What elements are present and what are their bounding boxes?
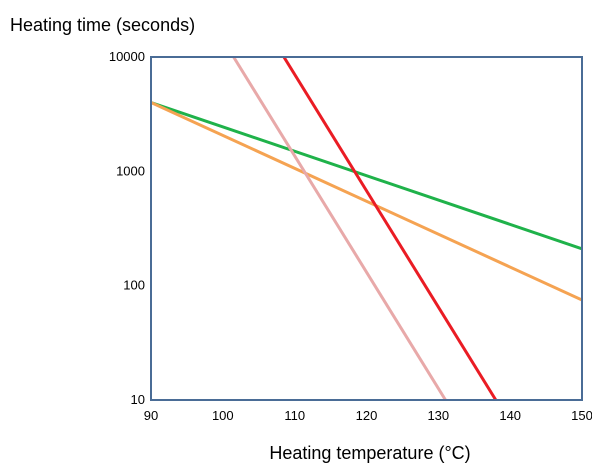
tick-layer: 90 100 110 120 130 140 150 10 100 1000 10000 xyxy=(109,49,592,423)
series-line-2 xyxy=(151,101,582,302)
series-line-3 xyxy=(232,57,447,400)
y-tick-label: 1000 xyxy=(116,163,145,178)
series-layer xyxy=(151,57,582,400)
plot-area-frame xyxy=(150,56,583,401)
x-tick-label: 130 xyxy=(427,408,449,423)
series-line-1 xyxy=(151,101,582,251)
y-axis-title: Heating time (seconds) xyxy=(10,15,195,35)
x-tick-label: 110 xyxy=(284,408,305,423)
x-tick-label: 150 xyxy=(571,408,592,423)
y-tick-label: 100 xyxy=(123,278,145,293)
y-tick-label: 10 xyxy=(131,392,145,407)
x-tick-label: 90 xyxy=(144,408,158,423)
x-axis-title: Heating temperature (°C) xyxy=(269,443,470,463)
x-tick-label: 140 xyxy=(499,408,521,423)
y-tick-label: 10000 xyxy=(109,49,145,64)
x-tick-label: 100 xyxy=(212,408,234,423)
series-line-4 xyxy=(282,57,498,400)
x-tick-label: 120 xyxy=(356,408,378,423)
